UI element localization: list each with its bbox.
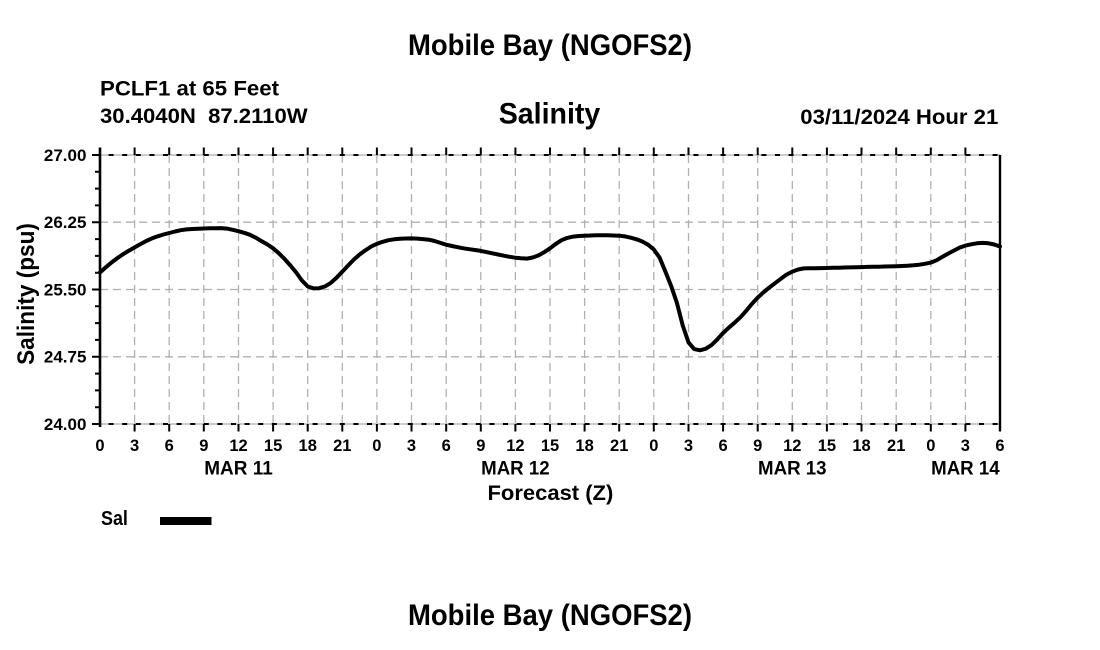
svg-text:3: 3 [407, 437, 416, 455]
svg-text:25.50: 25.50 [44, 281, 87, 299]
svg-text:MAR 13: MAR 13 [758, 458, 827, 480]
svg-text:18: 18 [852, 437, 870, 455]
svg-text:Sal: Sal [101, 508, 128, 530]
svg-text:21: 21 [610, 437, 628, 455]
svg-text:Mobile Bay (NGOFS2): Mobile Bay (NGOFS2) [408, 29, 692, 62]
svg-text:0: 0 [372, 437, 381, 455]
svg-text:0: 0 [95, 437, 104, 455]
svg-text:9: 9 [199, 437, 208, 455]
svg-text:PCLF1 at 65 Feet: PCLF1 at 65 Feet [100, 78, 279, 101]
svg-text:3: 3 [130, 437, 139, 455]
svg-text:9: 9 [753, 437, 762, 455]
svg-text:24.75: 24.75 [44, 349, 87, 367]
svg-text:12: 12 [506, 437, 524, 455]
svg-text:Forecast (Z): Forecast (Z) [488, 482, 614, 505]
svg-text:Salinity (psu): Salinity (psu) [14, 223, 40, 365]
svg-text:18: 18 [299, 437, 317, 455]
svg-text:03/11/2024 Hour 21: 03/11/2024 Hour 21 [800, 106, 998, 129]
svg-text:18: 18 [575, 437, 593, 455]
svg-text:6: 6 [995, 437, 1004, 455]
svg-text:0: 0 [649, 437, 658, 455]
svg-text:0: 0 [926, 437, 935, 455]
svg-text:12: 12 [229, 437, 247, 455]
svg-text:21: 21 [333, 437, 351, 455]
svg-text:21: 21 [887, 437, 905, 455]
svg-text:15: 15 [264, 437, 282, 455]
svg-text:3: 3 [961, 437, 970, 455]
svg-text:6: 6 [165, 437, 174, 455]
svg-text:27.00: 27.00 [44, 147, 87, 165]
svg-text:MAR 14: MAR 14 [931, 458, 1000, 480]
svg-text:9: 9 [476, 437, 485, 455]
svg-text:Mobile Bay (NGOFS2): Mobile Bay (NGOFS2) [408, 599, 692, 632]
svg-text:MAR 12: MAR 12 [481, 458, 550, 480]
svg-text:Salinity: Salinity [499, 97, 601, 130]
svg-text:6: 6 [442, 437, 451, 455]
svg-text:12: 12 [783, 437, 801, 455]
svg-text:15: 15 [818, 437, 836, 455]
svg-text:30.4040N 87.2110W: 30.4040N 87.2110W [100, 105, 308, 128]
svg-text:24.00: 24.00 [44, 416, 87, 434]
svg-text:6: 6 [719, 437, 728, 455]
svg-text:26.25: 26.25 [44, 214, 87, 232]
svg-text:15: 15 [541, 437, 559, 455]
svg-text:3: 3 [684, 437, 693, 455]
svg-text:MAR 11: MAR 11 [204, 458, 273, 480]
